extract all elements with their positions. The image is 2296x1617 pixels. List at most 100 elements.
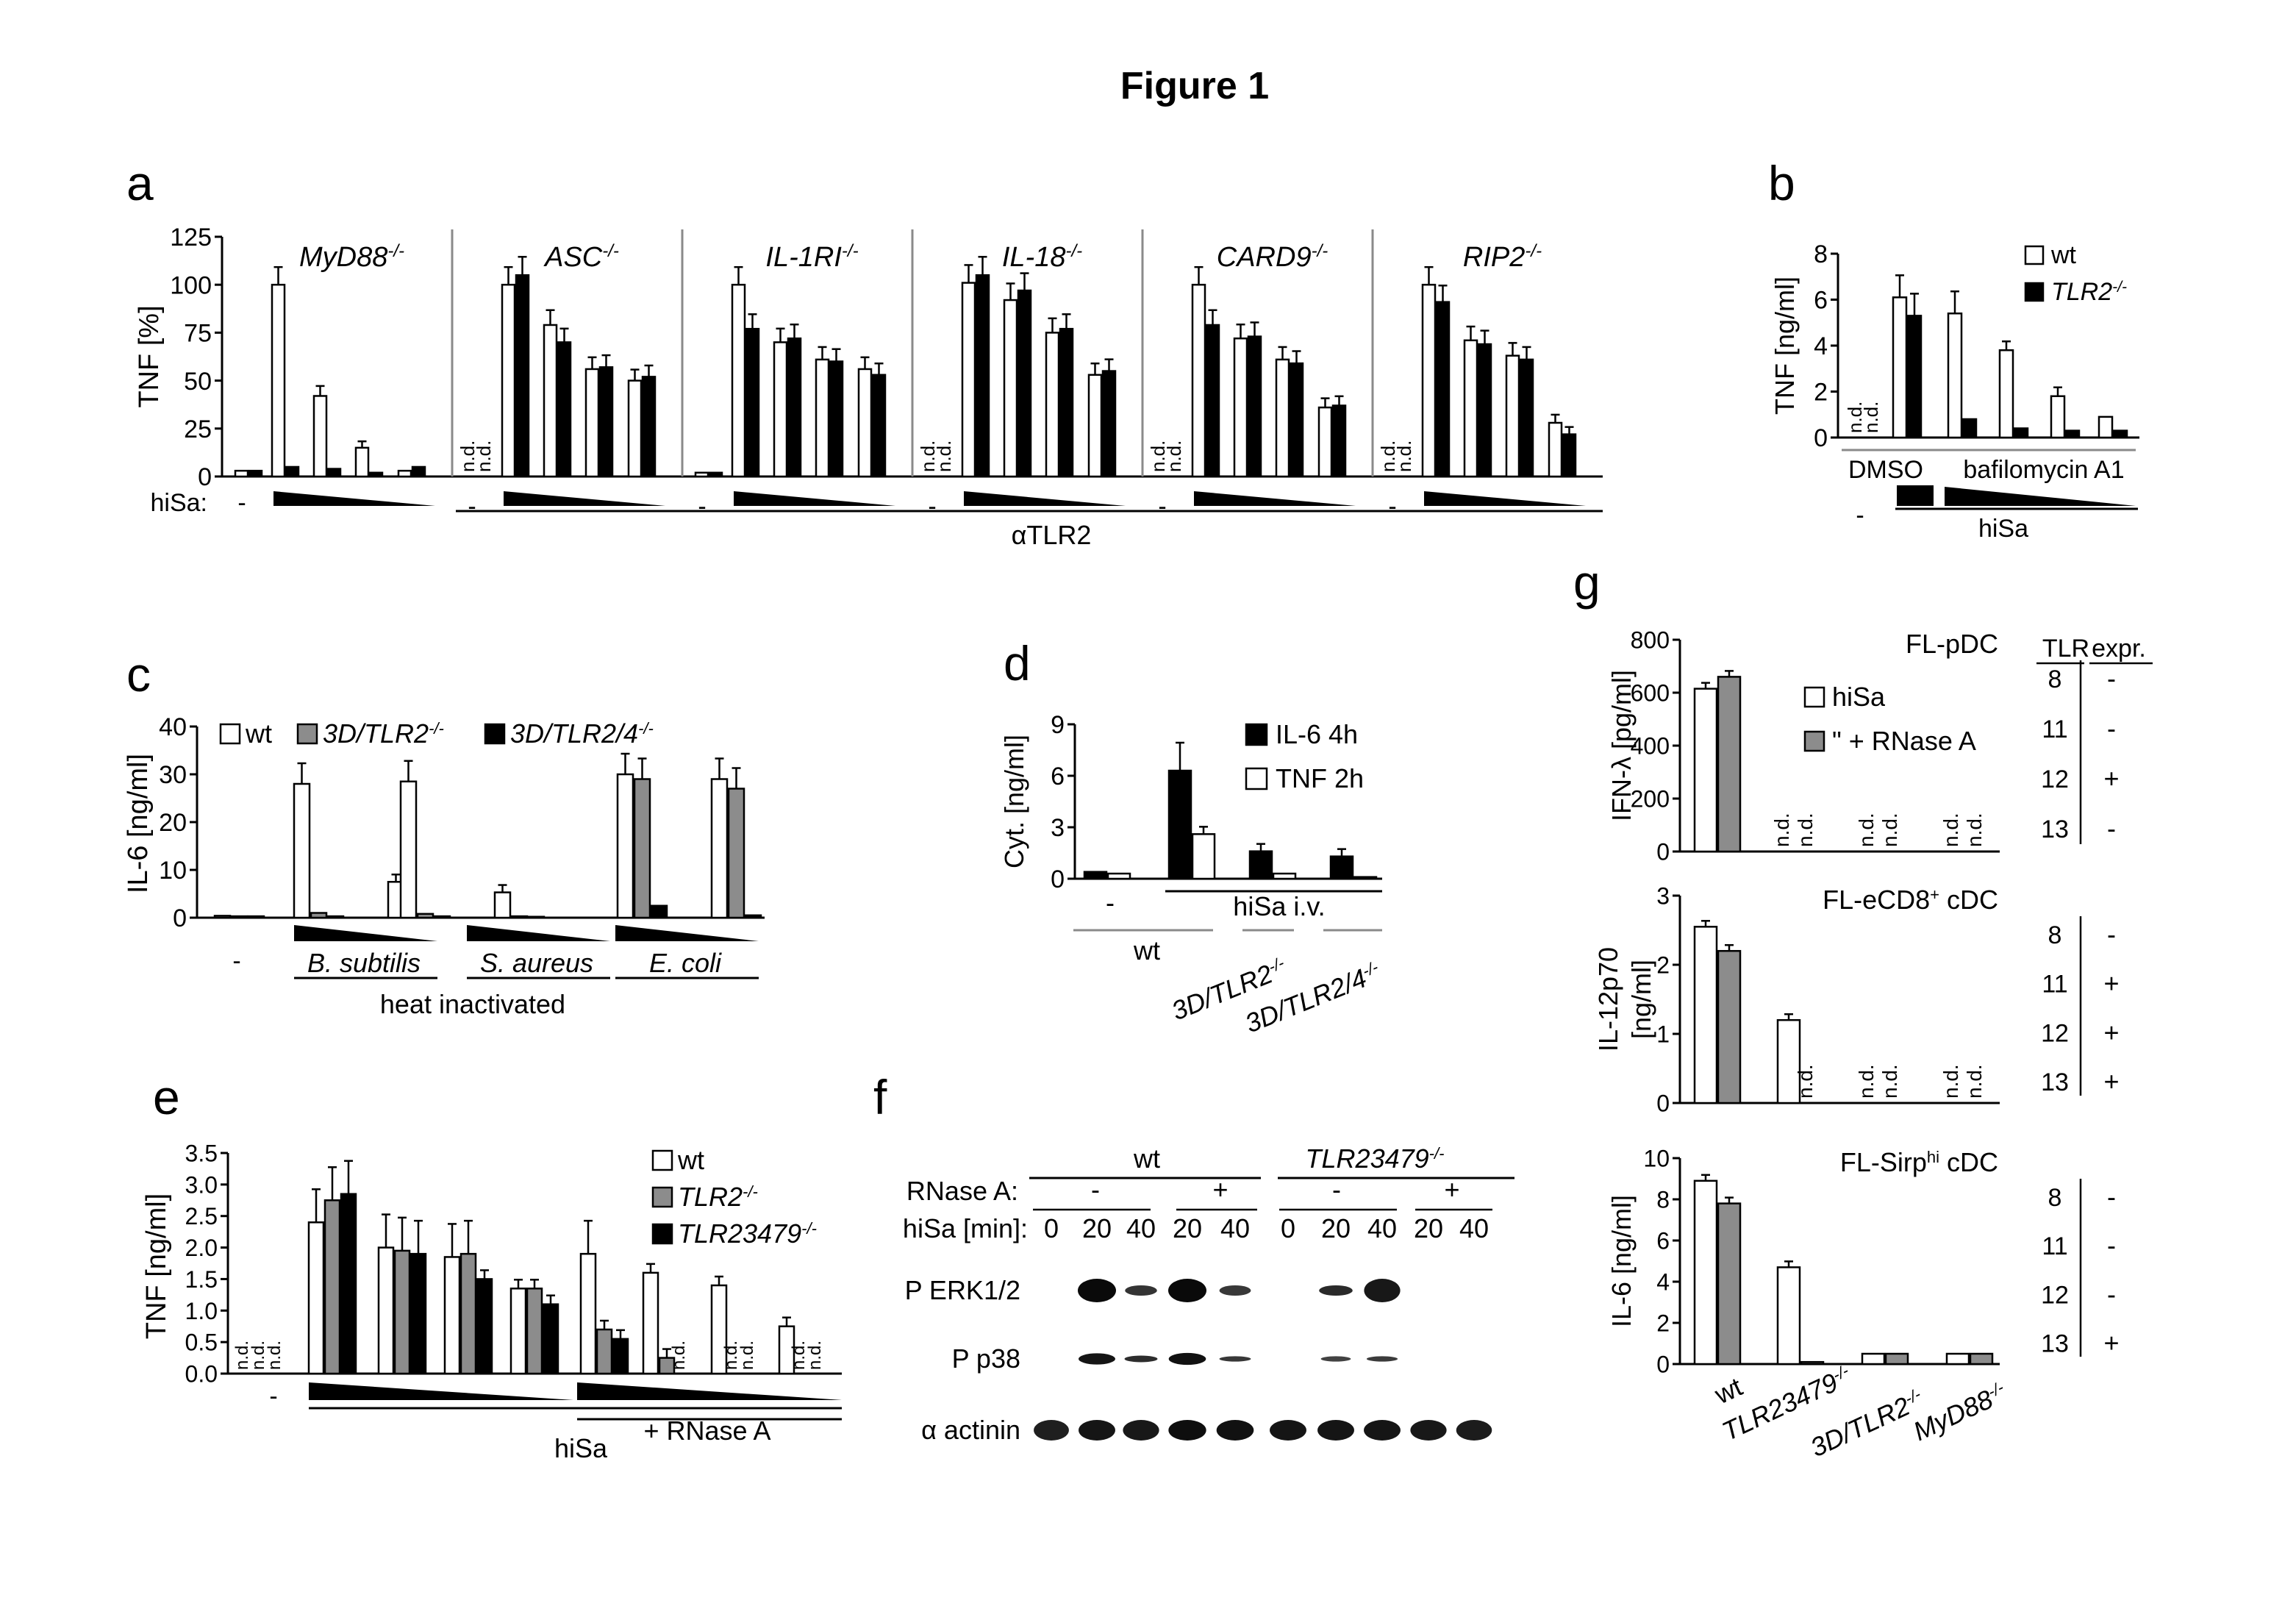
a-nd-label: n.d. [1163,440,1185,472]
g-bar [1886,1354,1908,1364]
g-nd-label: n.d. [1963,1064,1986,1099]
a-group-title: MyD88-/- [299,241,404,274]
d-category-label: wt [1133,935,1160,965]
f-time-label: 20 [1321,1213,1351,1243]
e-y-axis-tick-label: 3.5 [185,1141,218,1167]
g-tlr-number: 11 [2042,1232,2067,1260]
b-bar [1948,313,1961,438]
e-legend-label: TLR23479-/- [678,1218,817,1249]
c-heat-inactivated-label: heat inactivated [380,989,565,1019]
e-y-axis-tick-label: 0.5 [185,1329,218,1356]
f-band [1217,1420,1254,1441]
a-bar [1333,406,1345,476]
b-y-label: TNF [ng/ml] [1770,276,1800,415]
e-legend-swatch [653,1151,672,1170]
a-bar [816,360,829,476]
d-bar [1273,874,1295,879]
b-bar [2066,431,2079,438]
d-bar [1192,834,1215,879]
b-legend-swatch-wt [2025,246,2043,264]
a-bar [1478,344,1491,476]
a-y-label: TNF [%] [134,305,165,407]
g-tlr-expression: + [2103,1066,2119,1096]
a-dose-wedge [273,491,435,506]
a-bar [643,376,655,476]
a-bar [544,325,557,476]
g-tlr-number: 8 [2048,1184,2062,1212]
a-group-title: CARD9-/- [1217,241,1328,274]
c-legend-swatch [298,724,317,743]
g-subplot-title: FL-eCD8+ cDC [1823,885,1998,915]
a-bar [709,473,722,476]
f-band [1079,1420,1115,1441]
f-band [1317,1420,1354,1441]
a-bar [1520,360,1533,476]
e-y-axis-tick-label: 1.5 [185,1266,218,1293]
a-group-title: RIP2-/- [1463,241,1542,274]
panel-f-western-blot: wtTLR23479-/-RNase A:-+-+hiSa [min]:0204… [903,1143,1514,1445]
a-bar [249,471,262,476]
a-bar [586,369,598,476]
b-y-axis-tick-label: 0 [1814,424,1828,452]
b-dose-wedge [1945,487,2136,506]
b-bar [1893,297,1906,438]
d-y-axis-tick-label: 9 [1051,711,1065,739]
a-bar [695,473,708,476]
g-y-axis-tick-label: 0 [1656,1091,1670,1117]
g-tlr-expression: - [2107,1182,2116,1212]
b-legend-label-ko: TLR2-/- [2051,278,2127,306]
c-y-label: IL-6 [ng/ml] [123,754,154,893]
e-y-axis-tick-label: 2.5 [185,1203,218,1229]
e-y-label: TNF [ng/ml] [141,1193,172,1339]
a-bar [873,375,885,476]
a-dose-wedge [734,491,895,506]
c-bar [248,916,264,918]
c-y-axis-tick-label: 30 [159,761,187,789]
f-time-label: 0 [1281,1213,1295,1243]
e-bar [543,1304,558,1374]
a-y-axis-tick-label: 125 [170,224,212,251]
f-band [1319,1285,1353,1296]
e-bar [477,1279,492,1374]
g-y-axis-tick-label: 0 [1656,1352,1670,1378]
c-dose-wedge [294,925,437,941]
f-time-label: 40 [1220,1213,1250,1243]
e-y-axis-tick-label: 0.0 [185,1361,218,1388]
g-tlr-expression: + [2103,763,2119,793]
g-tlr-number: 12 [2041,765,2069,793]
b-bafilomycin-label: bafilomycin A1 [1963,456,2124,484]
e-nd-label: n.d. [737,1341,757,1370]
a-bar [1290,363,1303,476]
e-bar [445,1257,459,1374]
g-tlr-expression: + [2103,1017,2119,1047]
g-y-axis-tick-label: 4 [1656,1269,1670,1296]
g-legend-label: " + RNase A [1832,726,1976,756]
g-y-axis-tick-label: 3 [1656,883,1670,910]
b-bar [1963,419,1976,438]
a-group-title: ASC-/- [543,241,619,274]
a-bar [962,283,975,476]
f-band [1034,1420,1069,1441]
g-category-label: wt [1709,1371,1747,1410]
a-bar [516,275,529,476]
a-bar [558,342,571,476]
g-tlr-expression: - [2107,713,2116,743]
b-legend-swatch-ko [2025,283,2043,301]
a-bar [1437,302,1449,476]
c-legend-swatch [485,724,504,743]
g-subplot-title: FL-pDC [1906,629,1998,659]
a-bar [1089,375,1101,476]
g-y-axis-tick-label: 800 [1631,627,1670,654]
g-bar [1862,1354,1884,1364]
e-bar [643,1273,658,1374]
a-bar [629,381,641,476]
f-rnase-mark: - [1091,1174,1100,1204]
g-bar [1801,1362,1823,1364]
f-rnase-mark: + [1444,1174,1459,1204]
f-time-label: 20 [1414,1213,1443,1243]
c-legend-label: wt [245,718,272,749]
c-dose-wedge [467,925,610,941]
f-row-label: P p38 [952,1343,1020,1374]
g-bar [1947,1354,1969,1364]
